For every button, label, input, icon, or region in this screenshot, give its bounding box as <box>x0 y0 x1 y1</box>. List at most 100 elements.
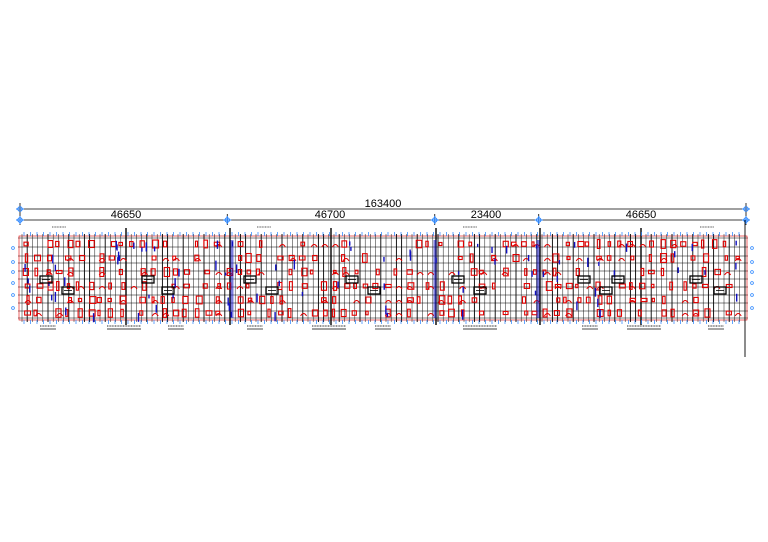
core-box <box>161 286 175 295</box>
column-hook <box>98 286 106 290</box>
wall <box>24 263 26 272</box>
column-hook <box>628 300 636 304</box>
wall <box>704 270 706 275</box>
column-hook <box>331 272 339 276</box>
wall <box>491 246 493 254</box>
column <box>704 308 711 318</box>
column-hook <box>416 272 424 276</box>
side-marker-right <box>750 260 754 264</box>
core-box <box>367 286 381 295</box>
column <box>237 308 245 318</box>
column <box>256 254 262 262</box>
column <box>237 296 244 304</box>
column <box>680 241 687 247</box>
column <box>596 255 602 261</box>
wall <box>52 254 54 264</box>
column-hook <box>501 272 509 276</box>
column <box>545 281 553 291</box>
column-hook <box>618 244 626 248</box>
wall <box>118 255 121 262</box>
column <box>203 239 208 249</box>
wall <box>383 283 385 290</box>
column-hook <box>554 272 562 276</box>
dimension-markers <box>16 203 750 225</box>
column <box>22 267 29 277</box>
column <box>142 281 147 291</box>
column <box>714 268 722 276</box>
side-marker-right <box>750 293 754 297</box>
column-hook <box>681 313 689 317</box>
column <box>438 295 446 305</box>
column-hook <box>77 286 85 290</box>
column <box>140 268 146 276</box>
column <box>470 268 478 276</box>
column-hook <box>342 258 350 262</box>
column <box>365 310 369 316</box>
column <box>521 241 527 247</box>
column <box>725 283 733 289</box>
column <box>469 253 474 263</box>
column <box>468 241 473 247</box>
column <box>278 310 284 316</box>
column <box>365 296 372 304</box>
column <box>79 254 86 262</box>
column <box>661 309 667 317</box>
column <box>711 239 718 249</box>
wall <box>677 267 679 274</box>
column <box>246 269 252 275</box>
column-hook <box>321 244 329 248</box>
column <box>575 283 579 289</box>
column <box>89 296 97 304</box>
column <box>162 240 168 248</box>
column <box>438 241 443 247</box>
column <box>372 282 379 290</box>
wall <box>505 245 508 254</box>
plan-body <box>11 226 754 330</box>
column <box>277 255 284 261</box>
column <box>406 269 413 275</box>
column <box>247 310 252 316</box>
wall <box>117 257 119 265</box>
column <box>341 240 348 248</box>
column <box>55 240 60 248</box>
column-hook <box>98 258 106 262</box>
column <box>565 241 570 247</box>
column <box>670 239 677 249</box>
column <box>120 308 124 318</box>
wall <box>116 244 118 251</box>
column <box>651 297 655 303</box>
column <box>606 295 613 305</box>
wall <box>674 251 676 258</box>
column-hook <box>395 286 403 290</box>
column <box>577 297 582 303</box>
wall <box>735 293 738 302</box>
wall <box>141 247 143 252</box>
wall <box>735 240 737 246</box>
column <box>457 255 463 261</box>
column-hook <box>692 313 700 317</box>
column-hook <box>342 272 350 276</box>
column <box>194 308 200 318</box>
wall <box>625 243 628 252</box>
column <box>362 253 368 263</box>
column-hook <box>331 244 339 248</box>
column <box>288 254 295 262</box>
column-hook <box>236 286 244 290</box>
column-hook <box>257 272 265 276</box>
column-hook <box>151 300 159 304</box>
column <box>524 310 529 316</box>
column <box>245 283 250 289</box>
column-hook <box>119 258 127 262</box>
column <box>701 266 707 278</box>
column <box>96 297 102 303</box>
column <box>648 254 652 262</box>
column-hook <box>45 272 53 276</box>
column-hook <box>300 313 308 317</box>
column <box>309 269 314 275</box>
column <box>24 253 29 263</box>
wall <box>153 246 156 252</box>
wall <box>383 256 385 262</box>
column <box>607 241 612 247</box>
column <box>344 283 351 289</box>
